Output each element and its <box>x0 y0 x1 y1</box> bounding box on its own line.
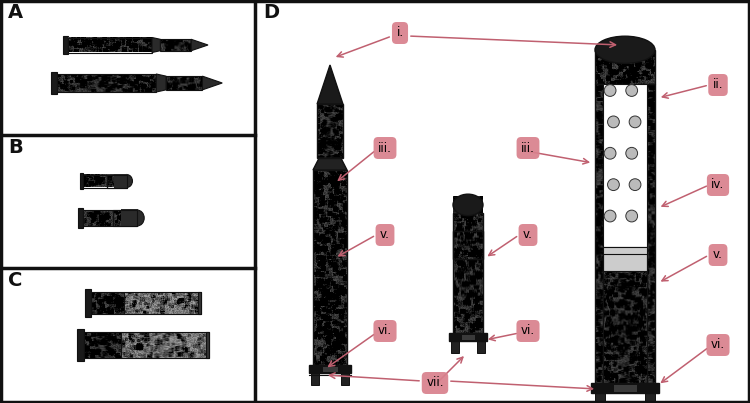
Polygon shape <box>202 76 222 90</box>
Ellipse shape <box>121 174 133 187</box>
Circle shape <box>626 210 638 222</box>
FancyBboxPatch shape <box>604 84 646 247</box>
FancyBboxPatch shape <box>595 393 605 403</box>
Circle shape <box>608 179 619 191</box>
FancyBboxPatch shape <box>461 334 475 340</box>
FancyBboxPatch shape <box>77 329 84 361</box>
Circle shape <box>626 85 638 96</box>
Text: iii.: iii. <box>521 141 535 154</box>
Text: C: C <box>8 271 22 290</box>
FancyBboxPatch shape <box>51 72 57 94</box>
Text: B: B <box>8 138 22 157</box>
Text: vii.: vii. <box>426 376 444 390</box>
FancyBboxPatch shape <box>449 333 487 341</box>
Text: vi.: vi. <box>378 324 392 337</box>
Ellipse shape <box>453 194 483 216</box>
Circle shape <box>629 116 641 128</box>
Ellipse shape <box>595 36 655 63</box>
FancyBboxPatch shape <box>645 393 655 403</box>
Polygon shape <box>317 65 343 104</box>
Text: D: D <box>263 3 279 22</box>
FancyBboxPatch shape <box>85 289 91 317</box>
Circle shape <box>604 85 616 96</box>
FancyBboxPatch shape <box>477 341 485 353</box>
FancyBboxPatch shape <box>591 383 659 393</box>
Text: i.: i. <box>397 27 404 39</box>
Text: A: A <box>8 3 23 22</box>
FancyBboxPatch shape <box>311 373 319 385</box>
Polygon shape <box>156 74 166 92</box>
FancyBboxPatch shape <box>197 292 200 314</box>
Text: vi.: vi. <box>711 339 725 351</box>
Text: ii.: ii. <box>712 79 723 91</box>
FancyBboxPatch shape <box>80 173 83 189</box>
FancyBboxPatch shape <box>113 174 128 189</box>
FancyBboxPatch shape <box>341 373 349 385</box>
Text: vi.: vi. <box>521 324 535 337</box>
Polygon shape <box>313 158 347 170</box>
Polygon shape <box>191 39 208 51</box>
Text: v.: v. <box>523 229 533 241</box>
Text: v.: v. <box>713 249 723 262</box>
FancyBboxPatch shape <box>322 366 338 372</box>
Circle shape <box>626 147 638 159</box>
Text: iii.: iii. <box>378 141 392 154</box>
Text: v.: v. <box>380 229 390 241</box>
Text: iv.: iv. <box>711 179 724 191</box>
FancyBboxPatch shape <box>309 365 351 373</box>
Circle shape <box>604 210 616 222</box>
Circle shape <box>604 147 616 159</box>
FancyBboxPatch shape <box>613 384 637 392</box>
FancyBboxPatch shape <box>78 208 83 228</box>
Ellipse shape <box>130 210 144 226</box>
Circle shape <box>629 179 641 191</box>
Polygon shape <box>152 37 160 52</box>
FancyBboxPatch shape <box>121 209 138 227</box>
Circle shape <box>608 116 619 128</box>
FancyBboxPatch shape <box>63 36 68 54</box>
FancyBboxPatch shape <box>206 332 209 358</box>
FancyBboxPatch shape <box>451 341 459 353</box>
FancyBboxPatch shape <box>604 247 646 271</box>
